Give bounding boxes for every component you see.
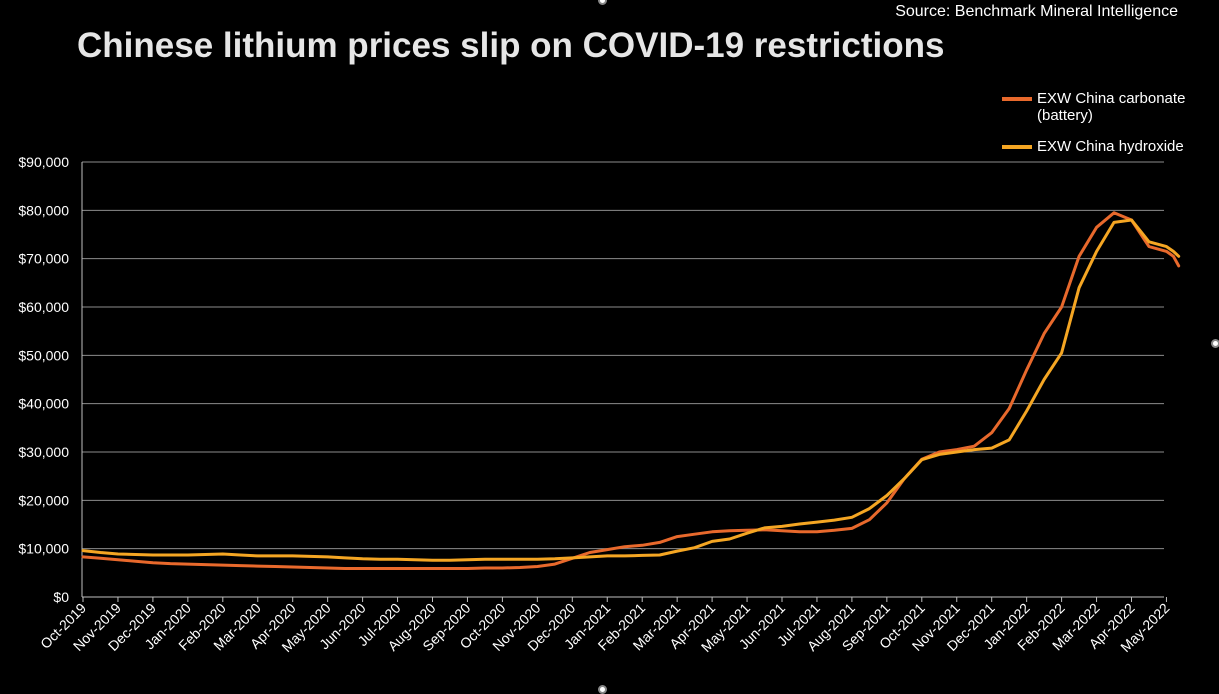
chart-legend: EXW China carbonate (battery) EXW China …: [1002, 90, 1212, 169]
legend-item-carbonate: EXW China carbonate (battery): [1002, 90, 1212, 124]
series-line-carbonate: [81, 211, 1181, 570]
resize-handle-top[interactable]: [598, 0, 607, 5]
y-tick-label: $50,000: [18, 347, 69, 363]
source-note: Source: Benchmark Mineral Intelligence: [895, 3, 1178, 20]
resize-handle-bottom[interactable]: [598, 685, 607, 694]
legend-item-hydroxide: EXW China hydroxide: [1002, 138, 1212, 155]
chart-title: Chinese lithium prices slip on COVID-19 …: [77, 26, 945, 65]
y-tick-label: $70,000: [18, 251, 69, 267]
y-tick-label: $40,000: [18, 396, 69, 412]
y-tick-label: $90,000: [18, 154, 69, 170]
legend-swatch-carbonate: [1002, 97, 1032, 101]
y-tick-label: $0: [53, 589, 69, 605]
y-tick-label: $10,000: [18, 541, 69, 557]
y-tick-label: $80,000: [18, 202, 69, 218]
legend-label-carbonate: EXW China carbonate (battery): [1037, 90, 1186, 124]
y-tick-label: $20,000: [18, 492, 69, 508]
legend-swatch-hydroxide: [1002, 145, 1032, 149]
series-line-hydroxide: [81, 218, 1181, 562]
y-tick-label: $60,000: [18, 299, 69, 315]
y-tick-label: $30,000: [18, 444, 69, 460]
resize-handle-right[interactable]: [1211, 339, 1219, 348]
legend-label-hydroxide: EXW China hydroxide: [1037, 138, 1184, 155]
